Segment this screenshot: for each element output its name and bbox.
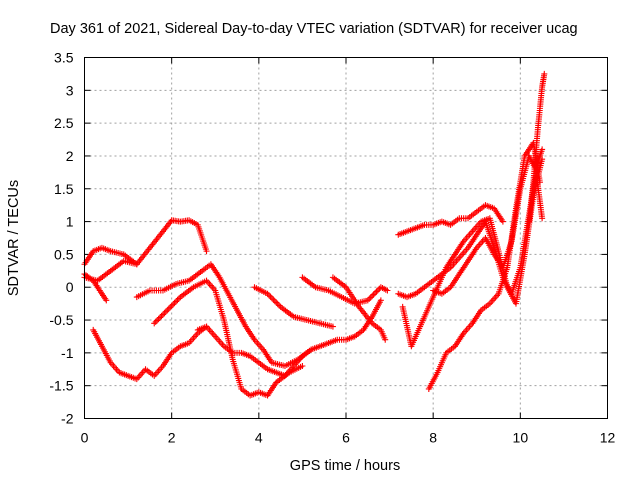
data-point xyxy=(173,298,180,305)
data-point xyxy=(276,302,283,309)
data-point xyxy=(168,302,175,309)
data-point xyxy=(539,146,546,153)
data-point xyxy=(299,362,306,369)
data-point xyxy=(152,318,159,325)
data-point xyxy=(539,215,546,222)
data-point xyxy=(157,314,164,321)
series-arc-10 xyxy=(329,274,389,343)
x-tick-label: 10 xyxy=(513,430,529,446)
data-point xyxy=(167,304,174,311)
series-arc-16 xyxy=(526,70,548,225)
data-point xyxy=(372,290,379,297)
y-tick-label: -1 xyxy=(61,345,74,361)
data-point xyxy=(133,261,140,268)
grid-lines xyxy=(84,57,608,419)
x-tick-label: 4 xyxy=(255,430,263,446)
data-point xyxy=(541,70,548,77)
y-tick-labels: -2 -1.5 -1 -0.5 0 0.5 1 1.5 2 2.5 3 3.5 xyxy=(49,50,73,427)
y-tick-label: -2 xyxy=(61,411,74,427)
data-point xyxy=(329,323,336,330)
data-point xyxy=(382,336,389,343)
data-point xyxy=(377,297,384,304)
data-point xyxy=(539,156,546,163)
data-point xyxy=(159,311,166,318)
data-point xyxy=(274,301,281,308)
data-point xyxy=(171,299,178,306)
data-point xyxy=(155,315,162,322)
y-axis-label: SDTVAR / TECUs xyxy=(6,180,22,296)
data-point xyxy=(271,298,278,305)
series-arc-8 xyxy=(251,284,336,330)
y-tick-label: 2.5 xyxy=(54,115,74,131)
data-point xyxy=(161,310,168,317)
series-arc-13 xyxy=(399,156,546,350)
data-point xyxy=(499,218,506,225)
series-arc-3 xyxy=(81,257,140,284)
y-tick-label: 1 xyxy=(66,214,74,230)
y-tick-label: 0 xyxy=(66,279,74,295)
y-tick-label: 2 xyxy=(66,148,74,164)
data-point xyxy=(151,320,158,327)
data-point xyxy=(162,308,169,315)
y-tick-label: -0.5 xyxy=(49,312,73,328)
data-point xyxy=(373,288,380,295)
data-point xyxy=(203,248,210,255)
x-tick-label: 6 xyxy=(342,430,350,446)
data-point xyxy=(154,317,161,324)
data-point xyxy=(175,295,182,302)
data-point xyxy=(273,299,280,306)
y-tick-label: 3.5 xyxy=(54,50,74,66)
x-tick-label: 12 xyxy=(600,430,616,446)
data-point xyxy=(270,296,277,303)
x-tick-label: 0 xyxy=(81,430,89,446)
data-markers xyxy=(81,70,548,399)
x-tick-labels: 0 2 4 6 8 10 12 xyxy=(81,430,616,446)
y-tick-label: 3 xyxy=(66,82,74,98)
data-point xyxy=(165,305,172,312)
data-point xyxy=(367,294,374,301)
data-point xyxy=(268,295,275,302)
series-arc-14 xyxy=(425,139,543,392)
data-point xyxy=(164,307,171,314)
x-tick-label: 2 xyxy=(168,430,176,446)
data-point xyxy=(174,296,181,303)
data-point xyxy=(170,301,177,308)
series-arc-9 xyxy=(299,274,391,307)
y-tick-label: 1.5 xyxy=(54,181,74,197)
data-point xyxy=(267,293,274,300)
data-point xyxy=(158,313,165,320)
series-arc-1 xyxy=(81,217,210,268)
series-arc-11 xyxy=(395,202,506,238)
y-tick-label: -1.5 xyxy=(49,378,73,394)
plot-frame xyxy=(84,57,608,419)
x-axis-label: GPS time / hours xyxy=(290,458,400,474)
data-point xyxy=(370,291,377,298)
data-point xyxy=(384,287,391,294)
chart-title: Day 361 of 2021, Sidereal Day-to-day VTE… xyxy=(50,21,578,37)
data-point xyxy=(369,292,376,299)
y-tick-label: 0.5 xyxy=(54,246,74,262)
x-tick-label: 8 xyxy=(429,430,437,446)
data-point xyxy=(103,297,110,304)
